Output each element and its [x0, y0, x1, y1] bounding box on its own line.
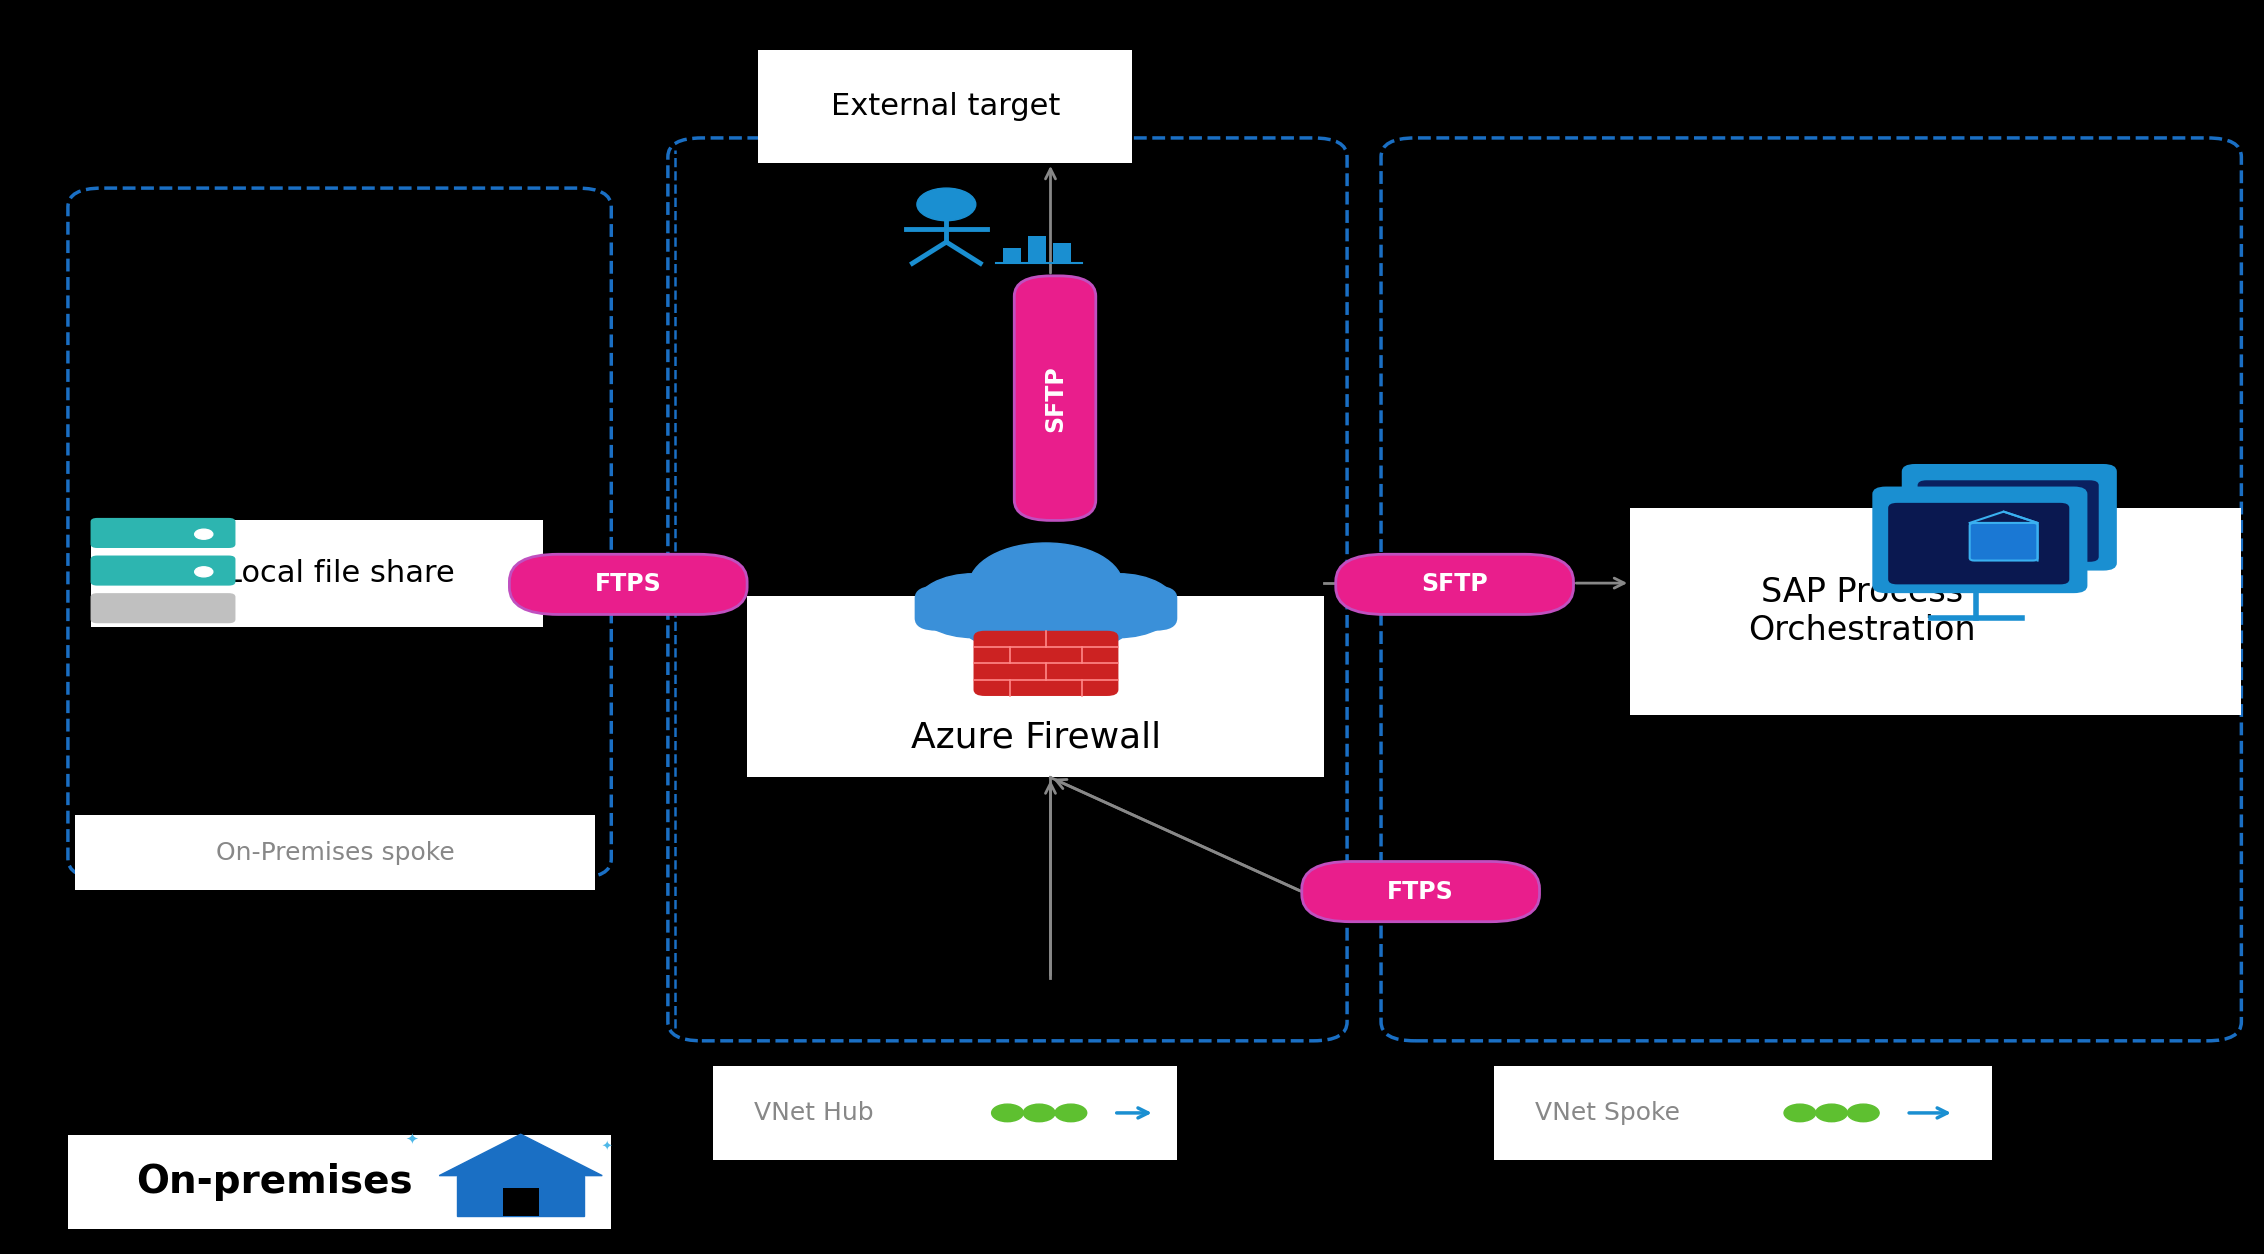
FancyBboxPatch shape [91, 518, 235, 548]
FancyBboxPatch shape [1902, 464, 2117, 571]
FancyBboxPatch shape [1014, 276, 1096, 520]
Circle shape [992, 1105, 1023, 1121]
Text: On-premises: On-premises [136, 1162, 412, 1201]
Circle shape [969, 543, 1123, 628]
FancyBboxPatch shape [1003, 248, 1021, 263]
Circle shape [1055, 1105, 1087, 1121]
FancyBboxPatch shape [758, 50, 1132, 163]
FancyBboxPatch shape [747, 596, 1324, 777]
Circle shape [917, 188, 976, 221]
Polygon shape [457, 1176, 584, 1216]
Circle shape [915, 574, 1032, 638]
FancyBboxPatch shape [1888, 503, 2069, 584]
FancyBboxPatch shape [503, 1189, 539, 1216]
FancyBboxPatch shape [1494, 1066, 1992, 1160]
Text: On-Premises spoke: On-Premises spoke [215, 840, 455, 865]
Circle shape [960, 593, 1060, 648]
Circle shape [1032, 593, 1132, 648]
FancyBboxPatch shape [91, 520, 543, 627]
Text: VNet Hub: VNet Hub [754, 1101, 874, 1125]
Text: VNet Spoke: VNet Spoke [1535, 1101, 1680, 1125]
FancyBboxPatch shape [1970, 539, 2038, 561]
Circle shape [195, 567, 213, 577]
Text: Azure Firewall: Azure Firewall [910, 721, 1161, 755]
FancyBboxPatch shape [1872, 487, 2087, 593]
Text: FTPS: FTPS [1388, 879, 1453, 904]
FancyBboxPatch shape [509, 554, 747, 614]
Text: FTPS: FTPS [595, 572, 661, 597]
Polygon shape [439, 1134, 602, 1176]
Circle shape [195, 529, 213, 539]
Text: ✦: ✦ [405, 1132, 419, 1146]
Circle shape [1023, 1105, 1055, 1121]
Circle shape [1816, 1105, 1847, 1121]
FancyBboxPatch shape [1028, 236, 1046, 263]
FancyBboxPatch shape [1336, 554, 1573, 614]
FancyBboxPatch shape [68, 1135, 611, 1229]
Circle shape [1784, 1105, 1816, 1121]
FancyBboxPatch shape [1630, 508, 2241, 715]
FancyBboxPatch shape [91, 556, 235, 586]
FancyBboxPatch shape [1302, 861, 1540, 922]
FancyBboxPatch shape [974, 631, 1118, 696]
Text: SAP Process
Orchestration: SAP Process Orchestration [1748, 576, 1976, 647]
Text: Local file share: Local file share [224, 559, 455, 588]
FancyBboxPatch shape [713, 1066, 1177, 1160]
Text: SFTP: SFTP [1044, 365, 1066, 431]
FancyBboxPatch shape [91, 593, 235, 623]
Text: SFTP: SFTP [1422, 572, 1487, 597]
FancyBboxPatch shape [1053, 243, 1071, 263]
Circle shape [1060, 574, 1177, 638]
Text: External target: External target [831, 92, 1060, 122]
Text: ✦: ✦ [602, 1140, 611, 1154]
FancyBboxPatch shape [915, 586, 1177, 631]
FancyBboxPatch shape [1970, 523, 2038, 561]
Circle shape [1847, 1105, 1879, 1121]
FancyBboxPatch shape [75, 815, 595, 890]
FancyBboxPatch shape [1918, 480, 2099, 562]
